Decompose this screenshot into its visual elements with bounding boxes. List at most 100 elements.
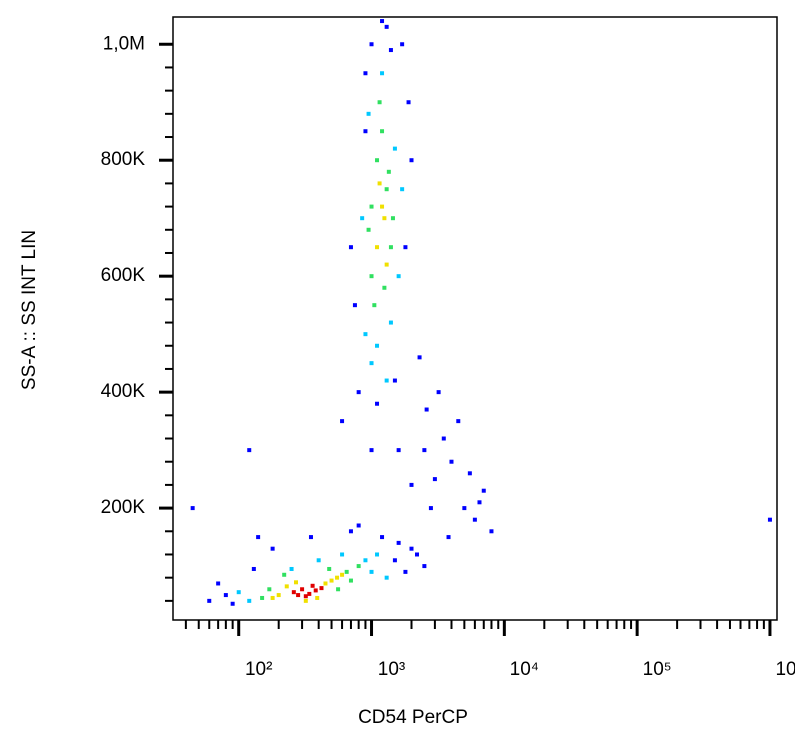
point	[424, 407, 429, 412]
point	[380, 19, 385, 24]
point	[289, 566, 294, 571]
point	[315, 595, 320, 600]
point	[417, 355, 422, 360]
point	[307, 591, 312, 596]
x-tick-label: 10³	[378, 659, 405, 680]
point	[384, 187, 389, 192]
point	[327, 566, 332, 571]
y-tick-label: 1,0M	[103, 33, 145, 54]
point	[352, 303, 357, 308]
point	[300, 587, 305, 592]
x-tick-label: 10⁵	[643, 659, 672, 680]
point	[270, 546, 275, 551]
point	[348, 529, 353, 534]
point	[409, 546, 414, 551]
point	[296, 593, 301, 598]
point	[422, 564, 427, 569]
point	[369, 361, 374, 366]
point	[291, 590, 296, 595]
y-axis-label: SS-A :: SS INT LIN	[19, 230, 40, 390]
point	[403, 569, 408, 574]
point	[363, 71, 368, 76]
point	[363, 558, 368, 563]
y-tick-label: 800K	[101, 149, 146, 170]
point	[251, 566, 256, 571]
point	[477, 500, 482, 505]
plot-frame	[172, 16, 778, 621]
point	[489, 529, 494, 534]
point	[216, 581, 221, 586]
point	[247, 598, 252, 603]
point	[377, 181, 382, 186]
point	[369, 274, 374, 279]
y-tick-label: 200K	[101, 497, 146, 518]
point	[363, 129, 368, 134]
point	[481, 488, 486, 493]
point	[310, 583, 315, 588]
point	[390, 216, 395, 221]
point	[392, 146, 397, 151]
point	[375, 245, 380, 250]
point	[303, 598, 308, 603]
point	[409, 482, 414, 487]
point	[406, 100, 411, 105]
point	[396, 540, 401, 545]
point	[369, 42, 374, 47]
x-tick-label: 10²	[245, 659, 272, 680]
x-tick-label: 10⁴	[510, 659, 539, 680]
x-axis-label: CD54 PerCP	[358, 707, 468, 728]
point	[386, 169, 391, 174]
point	[294, 580, 299, 585]
point	[382, 285, 387, 290]
point	[372, 303, 377, 308]
point	[375, 552, 380, 557]
point	[472, 517, 477, 522]
point	[340, 552, 345, 557]
point	[329, 578, 334, 583]
point	[384, 24, 389, 29]
point	[462, 506, 467, 511]
point	[436, 390, 441, 395]
y-tick-label: 400K	[101, 381, 146, 402]
point	[316, 558, 321, 563]
point	[375, 401, 380, 406]
point	[348, 578, 353, 583]
point	[384, 262, 389, 267]
point	[276, 593, 281, 598]
point	[396, 274, 401, 279]
point	[190, 506, 195, 511]
point	[422, 448, 427, 453]
point	[375, 343, 380, 348]
point	[207, 598, 212, 603]
point	[230, 601, 235, 606]
point	[384, 378, 389, 383]
x-tick-label: 10⁶	[775, 659, 795, 680]
point	[409, 158, 414, 163]
point	[432, 477, 437, 482]
point	[369, 448, 374, 453]
point	[428, 506, 433, 511]
point	[388, 245, 393, 250]
point	[319, 586, 324, 591]
point	[767, 517, 772, 522]
point	[260, 595, 265, 600]
point	[282, 572, 287, 577]
point	[377, 100, 382, 105]
point	[400, 42, 405, 47]
point	[449, 459, 454, 464]
point	[284, 584, 289, 589]
point	[313, 588, 318, 593]
point	[415, 552, 420, 557]
point	[303, 594, 308, 599]
point	[375, 158, 380, 163]
point	[369, 204, 374, 209]
point	[384, 575, 389, 580]
point	[388, 320, 393, 325]
point	[256, 535, 261, 540]
point	[340, 572, 345, 577]
point	[467, 471, 472, 476]
point	[308, 535, 313, 540]
point	[380, 129, 385, 134]
